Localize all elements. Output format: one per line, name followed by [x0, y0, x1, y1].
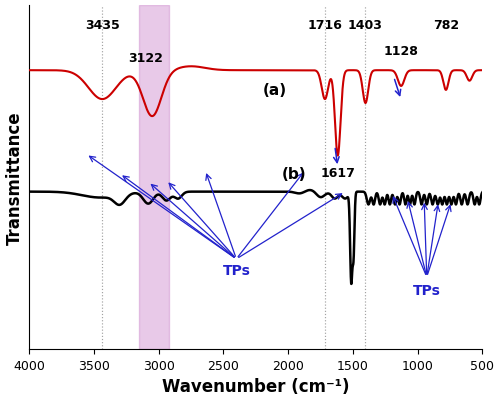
- Text: (b): (b): [282, 167, 306, 182]
- Text: 3435: 3435: [85, 19, 119, 32]
- Text: TPs: TPs: [413, 284, 440, 298]
- Bar: [139, 6, 169, 349]
- Text: 1128: 1128: [384, 45, 418, 58]
- X-axis label: Wavenumber (cm⁻¹): Wavenumber (cm⁻¹): [162, 377, 350, 395]
- Text: 782: 782: [433, 19, 459, 32]
- Text: (a): (a): [262, 83, 286, 98]
- Text: TPs: TPs: [222, 264, 250, 278]
- Text: 1617: 1617: [320, 166, 355, 179]
- Y-axis label: Transmittance: Transmittance: [6, 111, 24, 244]
- Text: 3122: 3122: [128, 51, 163, 65]
- Text: 1716: 1716: [308, 19, 342, 32]
- Text: 1403: 1403: [348, 19, 383, 32]
